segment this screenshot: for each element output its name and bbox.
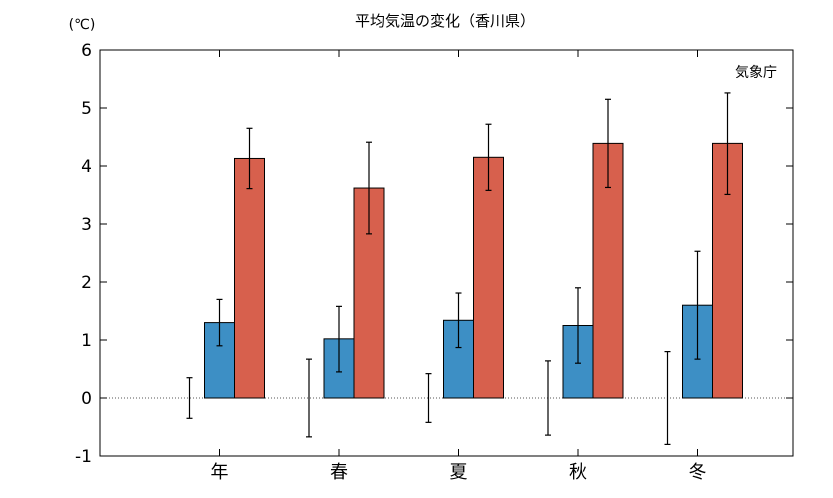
y-tick-label: -1 [75, 447, 92, 467]
bar [473, 156, 504, 399]
y-tick-label: 1 [81, 331, 92, 351]
y-tick-label: 0 [81, 389, 92, 409]
bar [234, 157, 265, 399]
x-category-label: 春 [330, 462, 348, 483]
y-tick-label: 2 [81, 273, 92, 293]
plot-area: -1 0 1 2 3 4 5 6 年 春 夏 秋 冬 [75, 41, 794, 483]
chart-title: 平均気温の変化（香川県） [355, 12, 535, 30]
x-category-label: 秋 [569, 462, 587, 483]
y-tick-label: 6 [81, 41, 92, 61]
y-tick-label: 5 [81, 99, 92, 119]
y-unit-label: (℃) [69, 17, 96, 33]
source-label: 気象庁 [735, 65, 777, 81]
x-category-label: 年 [211, 462, 229, 483]
y-tick-label: 4 [81, 157, 92, 177]
x-category-label: 冬 [689, 462, 707, 483]
plot-frame [99, 49, 794, 457]
y-tick-label: 3 [81, 215, 92, 235]
x-category-label: 夏 [450, 462, 468, 483]
